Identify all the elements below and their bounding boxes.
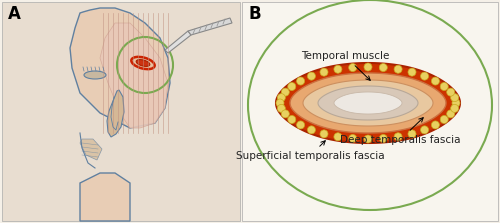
Polygon shape bbox=[80, 173, 130, 221]
Circle shape bbox=[282, 110, 290, 118]
Circle shape bbox=[348, 134, 356, 142]
Circle shape bbox=[420, 72, 428, 80]
Circle shape bbox=[394, 133, 402, 141]
Text: Temporal muscle: Temporal muscle bbox=[301, 51, 389, 80]
Circle shape bbox=[308, 72, 316, 80]
Ellipse shape bbox=[84, 71, 106, 79]
Circle shape bbox=[432, 77, 440, 85]
Circle shape bbox=[278, 94, 285, 102]
Circle shape bbox=[288, 116, 296, 124]
Circle shape bbox=[348, 64, 356, 72]
Circle shape bbox=[320, 68, 328, 76]
Polygon shape bbox=[100, 23, 168, 128]
Circle shape bbox=[380, 64, 388, 72]
Circle shape bbox=[364, 135, 372, 143]
Circle shape bbox=[276, 99, 284, 107]
FancyBboxPatch shape bbox=[2, 2, 240, 221]
Circle shape bbox=[278, 104, 285, 112]
Polygon shape bbox=[165, 31, 191, 53]
Text: Deep temporalis fascia: Deep temporalis fascia bbox=[340, 118, 460, 145]
Circle shape bbox=[364, 63, 372, 71]
Polygon shape bbox=[290, 73, 446, 133]
Circle shape bbox=[420, 126, 428, 134]
Circle shape bbox=[380, 134, 388, 142]
Circle shape bbox=[288, 83, 296, 91]
Polygon shape bbox=[276, 63, 460, 143]
Polygon shape bbox=[70, 8, 170, 128]
Circle shape bbox=[446, 88, 454, 96]
Circle shape bbox=[446, 110, 454, 118]
Circle shape bbox=[440, 83, 448, 91]
Ellipse shape bbox=[132, 57, 154, 69]
Circle shape bbox=[296, 121, 304, 129]
Circle shape bbox=[394, 65, 402, 73]
Polygon shape bbox=[188, 18, 232, 35]
Text: Superficial temporalis fascia: Superficial temporalis fascia bbox=[236, 141, 384, 161]
Polygon shape bbox=[80, 139, 102, 160]
Polygon shape bbox=[303, 80, 433, 126]
Circle shape bbox=[408, 130, 416, 138]
Circle shape bbox=[450, 94, 458, 102]
Ellipse shape bbox=[136, 60, 150, 66]
Circle shape bbox=[432, 121, 440, 129]
Circle shape bbox=[308, 126, 316, 134]
Text: B: B bbox=[249, 5, 262, 23]
Circle shape bbox=[452, 99, 460, 107]
Text: A: A bbox=[8, 5, 21, 23]
Polygon shape bbox=[334, 92, 402, 114]
Circle shape bbox=[334, 65, 342, 73]
Circle shape bbox=[440, 116, 448, 124]
Polygon shape bbox=[107, 90, 124, 137]
FancyBboxPatch shape bbox=[242, 2, 498, 221]
Circle shape bbox=[320, 130, 328, 138]
Ellipse shape bbox=[248, 0, 492, 210]
Circle shape bbox=[450, 104, 458, 112]
Circle shape bbox=[282, 88, 290, 96]
Circle shape bbox=[408, 68, 416, 76]
Polygon shape bbox=[318, 86, 418, 120]
Circle shape bbox=[296, 77, 304, 85]
Circle shape bbox=[334, 133, 342, 141]
